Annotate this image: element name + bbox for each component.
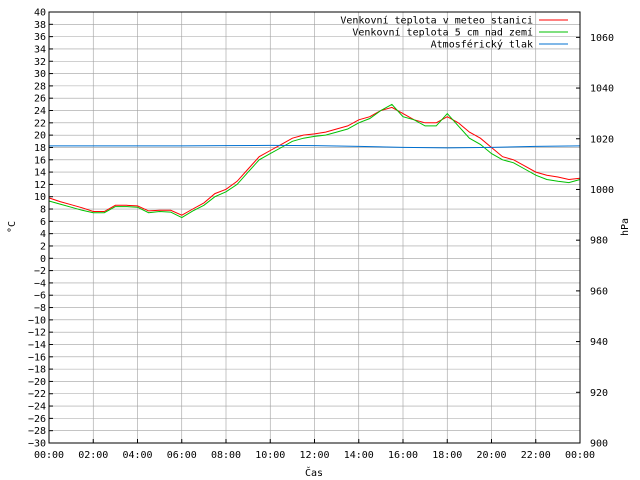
x-tick-label: 12:00 [299,450,329,461]
y-tick-label: 2 [40,241,46,252]
y-tick-label: −24 [28,402,46,413]
y2-tick-label: 940 [590,337,608,348]
x-tick-label: 22:00 [521,450,551,461]
y2-tick-label: 980 [590,236,608,247]
y-tick-label: 18 [34,143,46,154]
y-tick-label: −30 [28,439,46,450]
y2-tick-label: 1000 [590,185,614,196]
series-line-2 [49,144,581,149]
series-layer [48,103,581,219]
y-tick-label: −2 [34,266,46,277]
y-tick-label: −14 [28,340,46,351]
x-tick-label: 10:00 [255,450,285,461]
y-tick-label: 4 [40,229,46,240]
y-tick-label: 20 [34,131,46,142]
y2-tick-label: 960 [590,286,608,297]
y-tick-label: 28 [34,81,46,92]
legend-label-2: Atmosférický tlak [431,39,533,51]
x-axis-label: Čas [305,466,323,479]
y-tick-label: −20 [28,377,46,388]
y-tick-label: 10 [34,192,46,203]
y-tick-label: −22 [28,389,46,400]
y-tick-label: 24 [34,106,46,117]
x-tick-label: 08:00 [211,450,241,461]
legend: Venkovní teplota v meteo staniciVenkovní… [340,15,568,51]
legend-label-0: Venkovní teplota v meteo stanici [340,15,533,27]
y-tick-label: 22 [34,118,46,129]
y-tick-label: −18 [28,365,46,376]
x-tick-label: 00:00 [565,450,595,461]
x-tick-label: 02:00 [78,450,108,461]
y2-axis-ticks: 1060 1040 1020 1000 980 960 940 920 900 [576,33,614,450]
y-tick-label: 16 [34,155,46,166]
y-axis-ticks: 4038363432302826242220181614121086420−2−… [28,8,53,450]
series-line-1 [48,103,581,219]
y-axis-label: °C [7,221,18,233]
y-tick-label: 32 [34,57,46,68]
y2-tick-label: 920 [590,388,608,399]
y2-tick-label: 1040 [590,84,614,95]
y-tick-label: 14 [34,168,46,179]
y-tick-label: 8 [40,205,46,216]
y2-tick-label: 1060 [590,33,614,44]
y-tick-label: −4 [34,278,46,289]
x-tick-label: 14:00 [344,450,374,461]
y-tick-label: 38 [34,20,46,31]
y-tick-label: 26 [34,94,46,105]
y-tick-label: −6 [34,291,46,302]
legend-label-1: Venkovní teplota 5 cm nad zemí [352,27,533,39]
x-tick-label: 04:00 [122,450,152,461]
y-tick-label: −12 [28,328,46,339]
y-tick-label: 40 [34,8,46,19]
x-tick-label: 00:00 [34,450,64,461]
x-tick-label: 16:00 [388,450,418,461]
y-tick-label: 6 [40,217,46,228]
x-tick-label: 20:00 [476,450,506,461]
y-tick-label: −8 [34,303,46,314]
y-tick-label: 0 [40,254,46,265]
y-tick-label: −16 [28,352,46,363]
y-tick-label: 34 [34,44,46,55]
y2-tick-label: 1020 [590,134,614,145]
grid [48,11,581,444]
y-tick-label: −28 [28,426,46,437]
y2-tick-label: 900 [590,439,608,450]
x-axis-ticks: 00:00 02:00 04:00 06:00 08:00 10:00 12:00 14:00… [34,439,595,461]
y-tick-label: −26 [28,414,46,425]
y-tick-label: 30 [34,69,46,80]
y-tick-label: 12 [34,180,46,191]
x-tick-label: 18:00 [432,450,462,461]
x-tick-label: 06:00 [167,450,197,461]
y2-axis-label: hPa [620,218,631,236]
y-tick-label: −10 [28,315,46,326]
y-tick-label: 36 [34,32,46,43]
